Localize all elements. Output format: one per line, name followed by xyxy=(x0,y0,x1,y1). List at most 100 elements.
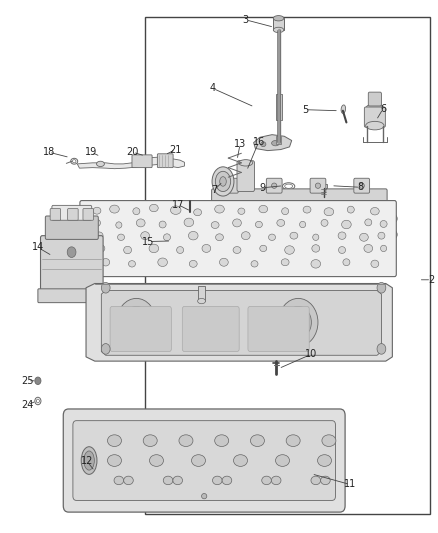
Ellipse shape xyxy=(215,234,223,241)
Ellipse shape xyxy=(214,217,224,234)
Ellipse shape xyxy=(281,208,288,215)
Circle shape xyxy=(123,306,149,338)
Ellipse shape xyxy=(377,232,384,239)
Ellipse shape xyxy=(197,298,205,304)
Text: 19: 19 xyxy=(85,147,97,157)
Circle shape xyxy=(101,282,110,293)
Ellipse shape xyxy=(299,221,305,228)
Ellipse shape xyxy=(269,223,277,232)
Polygon shape xyxy=(86,284,392,361)
Ellipse shape xyxy=(273,27,283,33)
Ellipse shape xyxy=(370,260,378,268)
Ellipse shape xyxy=(219,223,227,232)
Ellipse shape xyxy=(222,476,231,484)
Ellipse shape xyxy=(379,221,386,228)
Ellipse shape xyxy=(320,220,327,227)
Text: 12: 12 xyxy=(81,456,93,466)
Polygon shape xyxy=(253,135,291,151)
Ellipse shape xyxy=(271,476,280,484)
FancyBboxPatch shape xyxy=(80,200,396,277)
Ellipse shape xyxy=(258,205,267,213)
Ellipse shape xyxy=(338,247,345,254)
Ellipse shape xyxy=(211,213,227,238)
Ellipse shape xyxy=(116,222,122,228)
FancyBboxPatch shape xyxy=(52,205,92,220)
Polygon shape xyxy=(77,157,184,168)
Circle shape xyxy=(130,314,143,330)
Circle shape xyxy=(278,298,317,346)
FancyBboxPatch shape xyxy=(237,161,254,191)
Ellipse shape xyxy=(302,206,310,213)
Ellipse shape xyxy=(189,261,197,267)
Text: 3: 3 xyxy=(242,15,248,25)
Ellipse shape xyxy=(312,234,318,240)
FancyBboxPatch shape xyxy=(45,216,98,239)
Ellipse shape xyxy=(227,183,233,188)
Circle shape xyxy=(67,247,76,257)
Ellipse shape xyxy=(342,259,349,266)
Ellipse shape xyxy=(316,220,329,235)
Ellipse shape xyxy=(310,476,320,484)
Text: 17: 17 xyxy=(172,200,184,210)
Ellipse shape xyxy=(184,218,193,227)
Ellipse shape xyxy=(81,447,97,474)
Ellipse shape xyxy=(233,455,247,466)
Ellipse shape xyxy=(341,220,350,229)
Ellipse shape xyxy=(370,207,378,215)
Text: 18: 18 xyxy=(42,147,55,157)
Bar xyxy=(145,17,428,514)
Ellipse shape xyxy=(365,220,378,235)
FancyBboxPatch shape xyxy=(247,306,308,352)
Ellipse shape xyxy=(219,176,226,186)
FancyBboxPatch shape xyxy=(367,92,381,106)
Ellipse shape xyxy=(271,183,276,188)
Ellipse shape xyxy=(173,476,182,484)
Ellipse shape xyxy=(314,183,320,188)
FancyBboxPatch shape xyxy=(309,178,325,193)
Ellipse shape xyxy=(214,205,224,213)
Ellipse shape xyxy=(107,455,121,466)
FancyBboxPatch shape xyxy=(67,208,78,220)
FancyBboxPatch shape xyxy=(364,107,385,127)
Ellipse shape xyxy=(311,245,319,252)
Text: 8: 8 xyxy=(357,182,363,192)
Ellipse shape xyxy=(250,435,264,447)
Ellipse shape xyxy=(136,219,145,227)
Ellipse shape xyxy=(318,223,326,232)
Ellipse shape xyxy=(365,122,383,130)
Text: 7: 7 xyxy=(211,185,217,195)
Ellipse shape xyxy=(159,221,166,228)
FancyBboxPatch shape xyxy=(73,421,335,500)
FancyBboxPatch shape xyxy=(206,203,392,248)
Ellipse shape xyxy=(321,435,335,447)
FancyBboxPatch shape xyxy=(222,178,238,193)
Ellipse shape xyxy=(255,221,262,228)
Ellipse shape xyxy=(365,104,383,114)
Polygon shape xyxy=(101,290,381,356)
Ellipse shape xyxy=(275,455,289,466)
Ellipse shape xyxy=(271,141,279,146)
Ellipse shape xyxy=(107,435,121,447)
Ellipse shape xyxy=(251,261,258,267)
Text: 16: 16 xyxy=(252,136,265,147)
Ellipse shape xyxy=(232,219,241,227)
FancyBboxPatch shape xyxy=(40,236,103,292)
Text: 21: 21 xyxy=(169,144,181,155)
Bar xyxy=(197,286,205,301)
Ellipse shape xyxy=(219,259,228,266)
Ellipse shape xyxy=(191,455,205,466)
Ellipse shape xyxy=(170,206,180,214)
Ellipse shape xyxy=(117,234,124,240)
Ellipse shape xyxy=(157,258,167,266)
Ellipse shape xyxy=(317,455,331,466)
Ellipse shape xyxy=(340,105,345,114)
Ellipse shape xyxy=(212,476,222,484)
Ellipse shape xyxy=(273,15,283,21)
Ellipse shape xyxy=(358,183,364,188)
Ellipse shape xyxy=(289,232,297,239)
Ellipse shape xyxy=(233,247,240,254)
FancyBboxPatch shape xyxy=(182,306,239,352)
Bar xyxy=(187,199,192,202)
Text: 5: 5 xyxy=(301,104,307,115)
Text: 13: 13 xyxy=(233,139,246,149)
